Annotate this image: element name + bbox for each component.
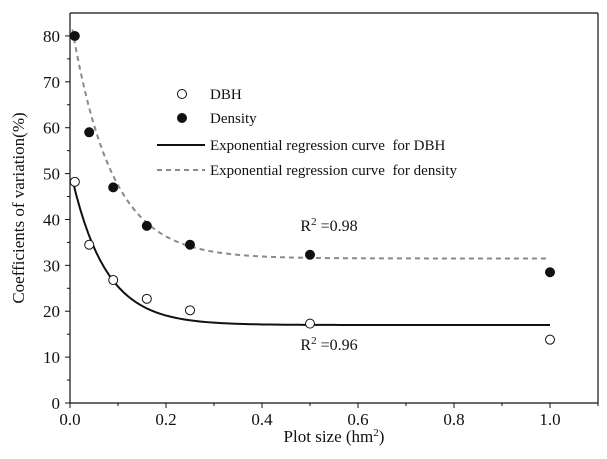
y-tick-label: 80 xyxy=(43,27,60,46)
r2-density-label: R2 =0.98 xyxy=(300,216,357,235)
x-tick-label: 0.4 xyxy=(251,410,273,429)
x-tick-label: 0.0 xyxy=(59,410,80,429)
annotations: R2 =0.98 R2 =0.96 xyxy=(300,216,357,354)
y-tick-label: 40 xyxy=(43,210,60,229)
y-ticks: 0 10 20 30 40 50 60 70 80 xyxy=(43,27,70,413)
x-tick-label: 1.0 xyxy=(539,410,560,429)
density-point xyxy=(545,267,555,278)
dbh-point xyxy=(185,305,195,316)
y-axis-title: Coefficients of variation(%) xyxy=(9,112,28,303)
x-tick-label: 0.2 xyxy=(155,410,176,429)
y-tick-label: 60 xyxy=(43,119,60,138)
plot-frame xyxy=(69,12,599,404)
y-tick-label: 50 xyxy=(43,165,60,184)
legend-label-density: Density xyxy=(210,111,257,127)
dbh-point xyxy=(545,334,555,345)
legend-label-density-curve: Exponential regression curve for density xyxy=(210,163,458,179)
x-axis-title-sup: 2 xyxy=(373,427,379,439)
density-point xyxy=(108,182,119,193)
legend: DBH Density Exponential regression curve… xyxy=(157,87,458,179)
x-tick-label: 0.8 xyxy=(443,410,464,429)
x-axis-title: Plot size (hm2) xyxy=(284,427,385,446)
dbh-point xyxy=(141,293,152,304)
legend-marker-dbh xyxy=(177,89,187,99)
legend-marker-density xyxy=(177,113,187,123)
y-tick-label: 70 xyxy=(43,73,60,92)
y-tick-label: 20 xyxy=(43,302,60,321)
x-ticks: 0.0 0.2 0.4 0.6 0.8 1.0 xyxy=(59,403,599,429)
y-tick-label: 0 xyxy=(52,394,61,413)
density-point xyxy=(141,220,152,231)
dbh-point xyxy=(84,239,95,250)
dbh-point xyxy=(108,275,119,286)
x-tick-label: 0.6 xyxy=(347,410,368,429)
data-points xyxy=(69,30,555,345)
dbh-point xyxy=(69,176,80,187)
r2-dbh-label: R2 =0.96 xyxy=(300,335,357,354)
y-tick-label: 30 xyxy=(43,256,60,275)
density-point xyxy=(185,239,195,250)
y-tick-label: 10 xyxy=(43,348,60,367)
dbh-point xyxy=(305,318,315,329)
legend-label-dbh: DBH xyxy=(210,87,242,103)
legend-label-dbh-curve: Exponential regression curve for DBH xyxy=(210,138,446,154)
density-point xyxy=(69,30,80,41)
density-point xyxy=(305,249,315,260)
density-point xyxy=(84,127,95,138)
